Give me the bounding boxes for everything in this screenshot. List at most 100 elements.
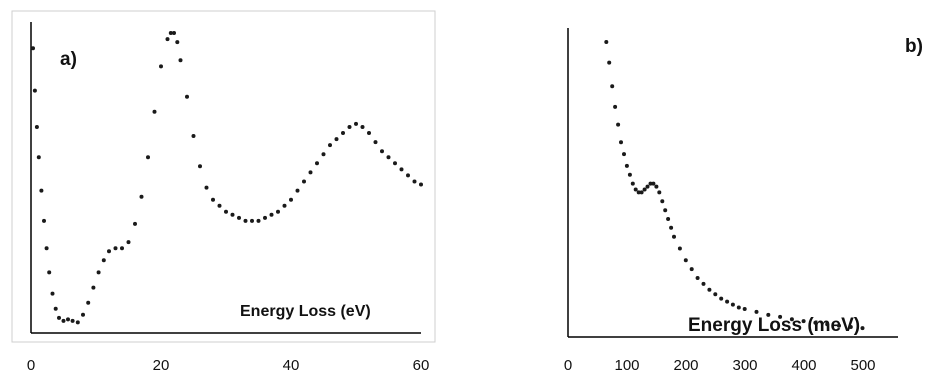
panel-b-data-point — [663, 208, 668, 213]
panel-a-data-point — [39, 188, 44, 193]
panel-a-data-point — [289, 197, 293, 202]
panel-b-data-point — [719, 296, 724, 301]
panel-b-data-point — [683, 258, 688, 263]
panel-a-data-point — [113, 246, 118, 251]
panel-a-data-point — [230, 212, 235, 217]
panel-a-data-point — [263, 215, 267, 220]
panel-b-x-tick-label: 300 — [732, 357, 757, 374]
panel-a-data-point — [168, 31, 173, 35]
panel-a-data-point — [282, 203, 287, 208]
panel-a-data-point — [36, 155, 41, 160]
panel-a-data-point — [406, 173, 410, 178]
panel-a-data-point — [42, 218, 46, 223]
panel-b-data-point — [636, 190, 641, 195]
panel-b-data-point — [701, 281, 706, 286]
panel-a-label: a) — [60, 49, 77, 70]
panel-a-data-point — [269, 212, 274, 217]
panel-a-data-point — [178, 58, 183, 63]
panel-a-data-point — [276, 209, 280, 214]
panel-b-data-point — [725, 299, 730, 304]
panel-b-data-point — [778, 314, 783, 319]
panel-a-data-point — [360, 125, 365, 129]
panel-b-data-point — [707, 287, 712, 292]
panel-b-data-point — [730, 302, 735, 307]
panel-a-data-point — [237, 215, 241, 220]
panel-b-data-point — [613, 104, 618, 109]
panel-b-data-point — [616, 122, 621, 127]
panel-b-data-point — [848, 325, 853, 329]
panel-a-data-point — [185, 94, 189, 99]
panel-b-label: b) — [905, 36, 923, 57]
panel-a-data-point — [146, 155, 150, 160]
panel-a-data-point — [341, 131, 345, 135]
panel-b-data-points — [604, 40, 865, 331]
panel-a-x-tick-label: 20 — [153, 357, 170, 374]
panel-a-data-point — [53, 306, 58, 311]
panel-a-data-point — [96, 270, 101, 275]
panel-a-data-point — [120, 246, 124, 251]
panel-a-data-point — [101, 258, 106, 263]
panel-b-data-point — [654, 184, 659, 189]
panel-b-x-tick-label: 100 — [614, 357, 639, 374]
panel-a-data-point — [107, 249, 111, 254]
panel-a-data-point — [191, 134, 196, 138]
panel-b-data-point — [754, 309, 759, 314]
panel-a: a) Energy Loss (eV) 0 20 40 60 — [11, 10, 436, 374]
panel-b-data-point — [672, 234, 676, 239]
panel-a-data-point — [44, 246, 49, 251]
panel-a-data-point — [66, 317, 70, 322]
panel-a-data-point — [419, 182, 423, 187]
panel-b-data-point — [695, 276, 700, 280]
panel-b-data-point — [689, 267, 694, 272]
panel-a-data-point — [172, 31, 176, 35]
panel-a-data-point — [295, 188, 300, 193]
panel-a-x-tick-label: 40 — [283, 357, 300, 374]
panel-b: b) Energy Loss (meV) 0 100 200 300 400 5… — [564, 28, 923, 374]
panel-b-x-axis-label: Energy Loss (meV) — [688, 315, 860, 336]
panel-a-data-point — [133, 221, 137, 226]
panel-a-data-point — [32, 88, 37, 93]
panel-a-data-point — [302, 179, 306, 184]
panel-b-data-point — [825, 322, 830, 327]
panel-a-data-point — [139, 194, 144, 199]
panel-a-data-point — [175, 40, 180, 45]
panel-a-data-points — [31, 31, 423, 325]
panel-b-data-point — [789, 317, 794, 322]
panel-b-data-point — [813, 320, 818, 325]
panel-b-x-tick-label: 500 — [850, 357, 875, 374]
panel-b-data-point — [860, 326, 865, 331]
panel-b-data-point — [607, 60, 612, 65]
panel-a-x-tick-label: 60 — [413, 357, 430, 374]
panel-a-data-point — [380, 149, 384, 154]
panel-a-frame — [11, 10, 436, 343]
panel-b-data-point — [742, 307, 747, 311]
panel-b-data-point — [669, 225, 674, 230]
panel-b-data-point — [713, 292, 718, 297]
panel-a-data-point — [250, 218, 254, 223]
panel-b-data-point — [627, 172, 632, 177]
panel-b-data-point — [766, 312, 771, 317]
panel-b-x-ticks: 0 100 200 300 400 500 — [564, 357, 876, 374]
panel-a-data-point — [315, 161, 319, 166]
panel-b-x-tick-label: 0 — [564, 357, 572, 374]
panel-a-data-point — [243, 218, 248, 223]
panel-b-data-point — [837, 323, 841, 328]
panel-b-data-point — [604, 40, 609, 44]
panel-b-data-point — [610, 84, 615, 89]
panel-a-data-point — [204, 185, 209, 190]
panel-a-data-point — [152, 109, 157, 114]
panel-b-data-point — [651, 181, 656, 186]
panel-a-data-point — [334, 137, 339, 142]
panel-a-data-point — [47, 270, 52, 275]
panel-a-data-point — [57, 315, 61, 320]
panel-a-data-point — [373, 140, 378, 145]
panel-a-data-point — [386, 155, 391, 160]
panel-a-data-point — [256, 218, 261, 223]
panel-a-x-ticks: 0 20 40 60 — [27, 357, 430, 374]
panel-b-data-point — [736, 305, 741, 310]
panel-b-data-point — [630, 181, 635, 186]
panel-b-data-point — [642, 187, 647, 192]
panel-a-data-point — [75, 320, 80, 325]
panel-a-data-point — [367, 131, 371, 135]
panel-a-data-point — [31, 46, 35, 51]
